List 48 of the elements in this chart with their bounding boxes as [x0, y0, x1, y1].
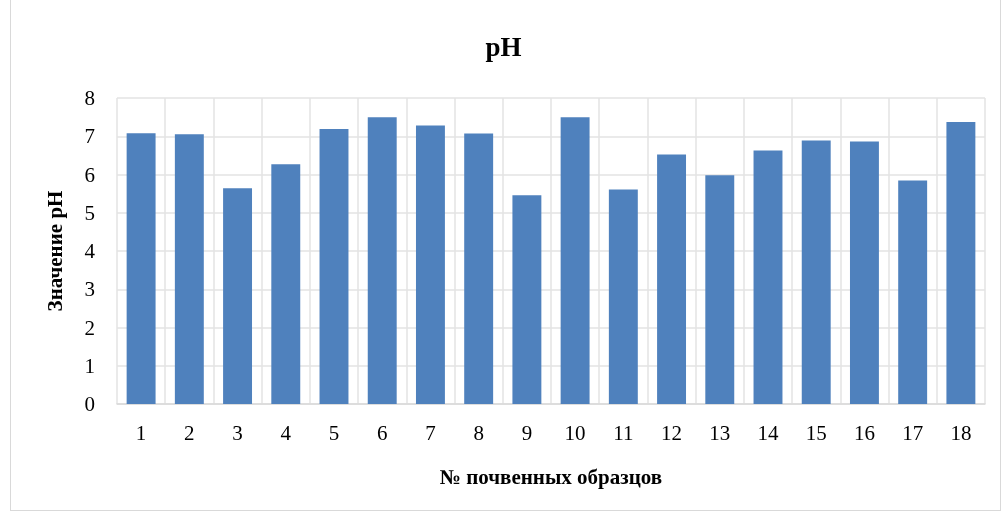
y-tick-label: 3 — [84, 277, 95, 302]
bar — [946, 122, 976, 404]
bar — [753, 150, 783, 404]
x-tick-label: 5 — [328, 420, 340, 445]
x-tick-label: 7 — [425, 420, 436, 445]
y-tick-label: 0 — [84, 392, 95, 416]
x-tick-label: 16 — [853, 420, 875, 445]
bar — [849, 141, 879, 404]
x-tick-label: 12 — [661, 420, 683, 445]
x-tick-label: 17 — [902, 420, 924, 445]
x-tick-label: 1 — [135, 420, 147, 445]
y-tick-label: 6 — [84, 162, 95, 187]
y-tick-label: 4 — [84, 239, 96, 263]
x-tick-label: 15 — [805, 420, 827, 445]
bar — [415, 125, 445, 404]
bar — [705, 175, 735, 404]
x-tick-label: 4 — [280, 420, 292, 445]
x-tick-label: 13 — [709, 420, 731, 445]
bar — [801, 140, 831, 404]
x-tick-label: 18 — [950, 420, 972, 445]
x-tick-label: 14 — [757, 420, 779, 445]
bar — [560, 117, 590, 404]
bar — [512, 195, 542, 404]
bar — [367, 117, 397, 404]
y-tick-label: 1 — [84, 353, 95, 378]
bar — [126, 133, 156, 404]
bar — [271, 164, 301, 404]
y-axis-title: Значение pH — [42, 190, 67, 312]
x-tick-label: 8 — [473, 420, 484, 445]
y-tick-label: 5 — [84, 200, 95, 225]
y-tick-label: 2 — [84, 315, 95, 340]
bar — [174, 134, 204, 404]
x-tick-label: 9 — [521, 420, 533, 445]
bar — [464, 133, 494, 404]
bar — [657, 154, 687, 404]
bar — [608, 189, 638, 404]
bar — [898, 180, 928, 404]
x-tick-label: 10 — [564, 420, 586, 445]
bar — [319, 128, 349, 404]
y-tick-label: 7 — [84, 124, 95, 149]
x-tick-label: 3 — [232, 420, 243, 445]
x-tick-label: 2 — [184, 420, 195, 445]
chart-title: pH — [485, 31, 522, 62]
x-tick-label: 6 — [376, 420, 388, 445]
x-axis-title: № почвенных образцов — [439, 464, 663, 489]
bar — [223, 188, 253, 404]
y-tick-label: 8 — [84, 86, 95, 110]
x-tick-label: 11 — [613, 420, 634, 445]
